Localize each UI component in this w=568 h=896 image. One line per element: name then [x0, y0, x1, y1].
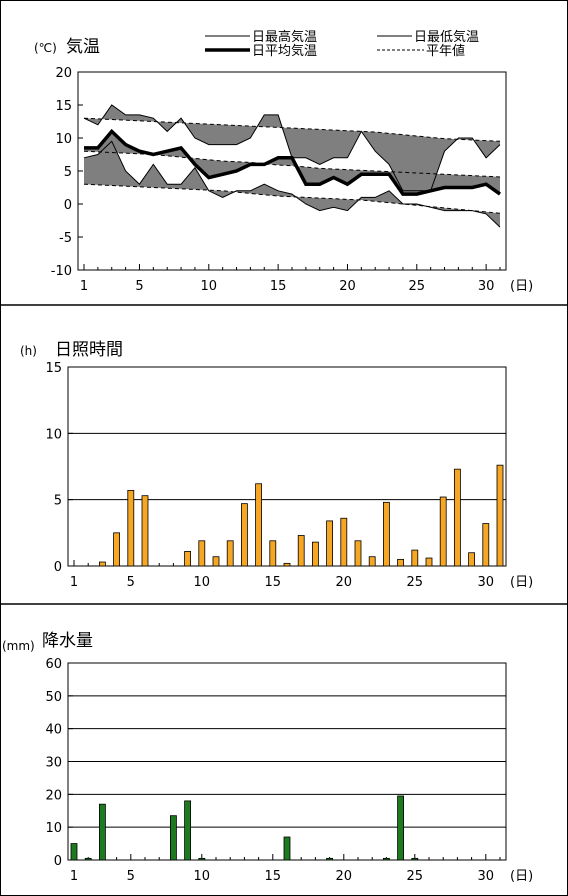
precip-ytick-label: 0 [54, 854, 62, 869]
precip-unit: (mm) [2, 639, 35, 653]
precip-bar [169, 815, 177, 861]
sunshine-bar [283, 562, 291, 567]
temp-xtick-label: 25 [409, 279, 426, 294]
sunshine-bar [141, 495, 149, 567]
precip-xtick-label: 10 [194, 869, 211, 884]
sunshine-bar [297, 535, 305, 567]
precip-bar [99, 803, 106, 861]
sunshine-bar [397, 558, 405, 567]
sunshine-bar [425, 557, 433, 567]
sunshine-bar [269, 540, 277, 567]
temp-xaxis-label: (日) [510, 279, 533, 294]
legend-label-min: 日最低気温 [414, 29, 479, 45]
sunshine-xtick-label: 10 [194, 575, 211, 590]
sunshine-xtick-label: 1 [70, 575, 78, 590]
temp-ytick-label: 15 [55, 99, 72, 114]
precip-ytick-label: 60 [45, 657, 62, 672]
sunshine-bar [255, 483, 263, 567]
precip-xtick-label: 25 [407, 869, 424, 884]
temp-legend: 日最高気温 日最低気温 日平均気温 平年値 [205, 29, 479, 59]
precip-bar [70, 843, 78, 861]
sunshine-bar [382, 501, 390, 567]
legend-label-max: 日最高気温 [252, 29, 317, 45]
precip-bar [198, 857, 206, 861]
precip-ytick-label: 50 [45, 690, 62, 705]
sunshine-bar [226, 540, 234, 567]
sunshine-ytick-label: 5 [54, 494, 62, 509]
precip-ytick-label: 40 [45, 723, 62, 738]
sunshine-xtick-label: 20 [336, 575, 353, 590]
sunshine-bar [496, 464, 504, 567]
max-anomaly-band [84, 105, 500, 191]
sunshine-xtick-label: 30 [478, 575, 495, 590]
precip-bar [84, 857, 92, 861]
legend-label-mean: 日平均気温 [252, 43, 317, 59]
precip-xtick-label: 5 [127, 869, 135, 884]
precip-ytick-label: 30 [45, 756, 62, 771]
sunshine-bar [198, 540, 206, 567]
sunshine-bar [113, 532, 120, 567]
sunshine-bar [368, 556, 376, 567]
temp-unit: (℃) [34, 41, 57, 55]
temp-ytick-label: 0 [64, 198, 72, 213]
sunshine-bar [482, 523, 490, 567]
sun-unit: (h) [20, 344, 37, 358]
sunshine-bar [184, 551, 192, 567]
sunshine-bar [468, 552, 476, 567]
sunshine-bar [439, 496, 447, 567]
sunshine-xaxis-label: (日) [510, 575, 533, 590]
daily-min-line [83, 140, 501, 228]
sun-title: 日照時間 [55, 340, 123, 360]
sunshine-ytick-label: 10 [45, 427, 62, 442]
sunshine-bar [127, 489, 135, 567]
sunshine-xtick-label: 25 [407, 575, 424, 590]
sunshine-bar [240, 503, 248, 567]
temp-ytick-label: -10 [51, 264, 72, 279]
temp-xtick-label: 30 [478, 279, 495, 294]
precip-xtick-label: 1 [70, 869, 78, 884]
precip-bar [184, 800, 192, 861]
temp-xtick-label: 10 [201, 279, 218, 294]
temp-xtick-label: 15 [270, 279, 287, 294]
precip-xtick-label: 30 [478, 869, 495, 884]
daily-mean-line [84, 128, 502, 196]
temp-ytick-label: -5 [59, 231, 72, 246]
sunshine-bar [326, 520, 334, 567]
sunshine-bar [340, 517, 348, 567]
temp-plot-frame [77, 71, 507, 271]
sunshine-bar [212, 556, 220, 567]
precip-ytick-label: 20 [45, 788, 62, 803]
precip-bar [411, 857, 419, 861]
precip-bar [326, 857, 334, 861]
temp-ytick-label: 20 [55, 66, 72, 81]
precip-bar [397, 795, 405, 861]
temp-xtick-label: 20 [339, 279, 356, 294]
temp-title: 気温 [66, 37, 100, 57]
legend-label-normal: 平年値 [426, 43, 465, 59]
sunshine-bar [453, 468, 461, 567]
sunshine-bar [311, 541, 319, 567]
precip-title: 降水量 [42, 631, 93, 651]
precip-xaxis-label: (日) [510, 869, 533, 884]
sunshine-bar [411, 549, 419, 567]
temp-xtick-label: 5 [135, 279, 143, 294]
sunshine-xtick-label: 15 [265, 575, 282, 590]
sunshine-ytick-label: 0 [54, 560, 62, 575]
precip-bar [382, 857, 390, 861]
temp-ytick-label: 5 [64, 165, 72, 180]
sunshine-xtick-label: 5 [127, 575, 135, 590]
precip-xtick-label: 15 [265, 869, 282, 884]
sunshine-bar [99, 561, 106, 567]
precip-bar [283, 836, 291, 861]
sunshine-bar [354, 540, 362, 567]
temp-ytick-label: 10 [55, 132, 72, 147]
precip-ytick-label: 10 [45, 821, 62, 836]
sunshine-ytick-label: 15 [45, 361, 62, 376]
precip-xtick-label: 20 [336, 869, 353, 884]
temp-xtick-label: 1 [80, 279, 88, 294]
